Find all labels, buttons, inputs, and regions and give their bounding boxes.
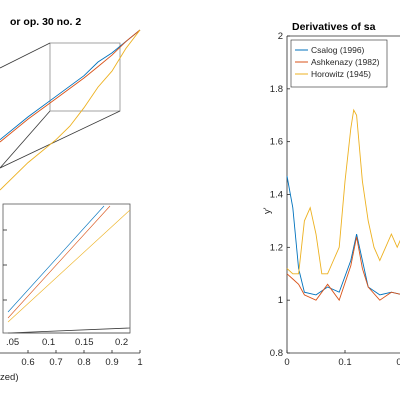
left-x-tick-label: 0.7	[49, 357, 62, 368]
legend: Csalog (1996) Ashkenazy (1982) Horowitz (1…	[290, 39, 388, 88]
inset-series-line-csalog	[7, 205, 105, 313]
inset-connector-bottom	[7, 327, 131, 334]
zoom-connector-bottom-left	[0, 110, 51, 169]
left-series-line-csalog	[0, 29, 141, 141]
right-y-tick-label: 1.4	[270, 190, 283, 201]
inset-x-tick-label: 0.15	[75, 337, 94, 348]
inset-x-tick-labels: .05 0.1 0.15 0.2	[6, 337, 128, 348]
right-x-tick-label: 0	[284, 357, 289, 368]
right-series-line-horowitz	[286, 108, 400, 275]
left-chart-title: or op. 30 no. 2	[10, 16, 81, 28]
left-x-tick-label: 1	[137, 357, 142, 368]
left-series-line-ashkenazy	[0, 29, 141, 143]
zoom-rectangle	[49, 42, 121, 112]
left-chart: or op. 30 no. 2 .05 0.1 0.15 0.2 0.6 0.7 0.8 0…	[0, 16, 143, 383]
legend-label-horowitz: Horowitz (1945)	[311, 69, 371, 79]
right-series-group	[286, 108, 400, 302]
left-x-tick-label: 0.8	[77, 357, 90, 368]
left-x-tick-labels: 0.6 0.7 0.8 0.9 1	[21, 350, 143, 368]
zoom-connector-diagonal	[0, 110, 121, 169]
left-x-axis-label: zed)	[0, 372, 18, 383]
left-x-tick-label: 0.6	[21, 357, 34, 368]
legend-label-csalog: Csalog (1996)	[311, 45, 365, 55]
right-y-tick-label: 1.8	[270, 84, 283, 95]
right-y-tick-label: 0.8	[270, 348, 283, 359]
right-series-line-ashkenazy	[286, 236, 400, 302]
left-series-line-horowitz	[0, 29, 141, 191]
inset-series-line-horowitz	[7, 209, 131, 323]
inset-series-line-ashkenazy	[7, 205, 111, 319]
inset-x-tick-label: 0.1	[42, 337, 55, 348]
legend-box	[290, 39, 388, 88]
right-x-tick-label: 0.2	[396, 357, 400, 368]
right-y-tick-label: 2	[278, 31, 283, 42]
zoom-connector-top-left	[0, 42, 51, 69]
left-x-tick-label: 0.9	[105, 357, 118, 368]
right-y-tick-label: 1	[278, 295, 283, 306]
right-y-tick-labels: 0.8 1 1.2 1.4 1.6 1.8 2	[270, 31, 290, 359]
right-chart: Derivatives of sa 0.8 1 1.2 1.4 1.6 1.8 2 0 0.1…	[262, 21, 400, 368]
right-x-tick-label: 0.1	[338, 357, 351, 368]
inset-x-tick-label: 0.2	[115, 337, 128, 348]
legend-label-ashkenazy: Ashkenazy (1982)	[311, 57, 380, 67]
right-y-axis-label: y'	[262, 207, 273, 214]
right-y-tick-label: 1.6	[270, 137, 283, 148]
right-x-tick-labels: 00.10.20.3	[284, 350, 400, 368]
inset-box	[2, 203, 131, 334]
inset-series-group	[7, 205, 131, 323]
right-chart-title: Derivatives of sa	[292, 21, 376, 33]
inset-x-tick-label: .05	[6, 337, 19, 348]
left-series-group	[0, 29, 141, 191]
right-series-line-csalog	[286, 175, 400, 296]
right-y-tick-label: 1.2	[270, 242, 283, 253]
